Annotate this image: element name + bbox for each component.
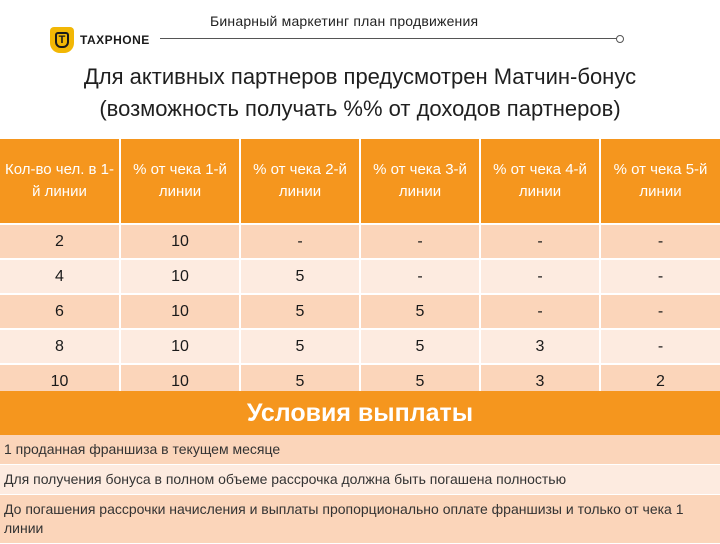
logo-text: TAXPHONE bbox=[80, 33, 150, 47]
table-cell: - bbox=[239, 223, 360, 259]
slide-subtitle: Для активных партнеров предусмотрен Матч… bbox=[0, 61, 720, 125]
table-cell: 8 bbox=[0, 328, 120, 364]
table-cell: 2 bbox=[0, 223, 120, 259]
table-cell: 4 bbox=[0, 258, 120, 294]
conditions-list: 1 проданная франшиза в текущем месяце Дл… bbox=[0, 435, 720, 544]
matching-bonus-table: Кол-во чел. в 1-й линии % от чека 1-й ли… bbox=[0, 139, 720, 398]
table-cell: 10 bbox=[119, 258, 240, 294]
table-cell: - bbox=[479, 258, 600, 294]
table-row: 6 10 5 5 - - bbox=[0, 293, 720, 329]
table-cell: - bbox=[599, 258, 720, 294]
table-header-row: Кол-во чел. в 1-й линии % от чека 1-й ли… bbox=[0, 139, 720, 224]
condition-item: Для получения бонуса в полном объеме рас… bbox=[0, 465, 720, 495]
taxphone-logo-icon: T bbox=[50, 27, 74, 53]
subtitle-line-2: (возможность получать %% от доходов парт… bbox=[99, 96, 621, 121]
table-cell: 10 bbox=[119, 223, 240, 259]
table-cell: 6 bbox=[0, 293, 120, 329]
table-cell: 5 bbox=[359, 293, 480, 329]
table-cell: 3 bbox=[479, 328, 600, 364]
condition-item: 1 проданная франшиза в текущем месяце bbox=[0, 435, 720, 465]
table-row: 2 10 - - - - bbox=[0, 223, 720, 259]
header-divider-line bbox=[160, 38, 618, 39]
column-header-line-4: % от чека 4-й линии bbox=[479, 139, 600, 224]
conditions-title: Условия выплаты bbox=[0, 391, 720, 435]
slide-header: T TAXPHONE Бинарный маркетинг план продв… bbox=[0, 0, 720, 58]
table-cell: 5 bbox=[359, 328, 480, 364]
column-header-line-1: % от чека 1-й линии bbox=[119, 139, 240, 224]
table-cell: 5 bbox=[239, 293, 360, 329]
column-header-line-3: % от чека 3-й линии bbox=[359, 139, 480, 224]
slide-top-title: Бинарный маркетинг план продвижения bbox=[210, 13, 479, 29]
table-cell: 10 bbox=[119, 293, 240, 329]
table-cell: - bbox=[599, 223, 720, 259]
table-cell: 10 bbox=[119, 328, 240, 364]
column-header-people-count: Кол-во чел. в 1-й линии bbox=[0, 139, 120, 224]
table-row: 4 10 5 - - - bbox=[0, 258, 720, 294]
table-cell: - bbox=[479, 223, 600, 259]
table-cell: - bbox=[479, 293, 600, 329]
column-header-line-2: % от чека 2-й линии bbox=[239, 139, 360, 224]
table-cell: 5 bbox=[239, 258, 360, 294]
condition-item: До погашения рассрочки начисления и выпл… bbox=[0, 495, 720, 544]
table-row: 8 10 5 5 3 - bbox=[0, 328, 720, 364]
column-header-line-5: % от чека 5-й линии bbox=[599, 139, 720, 224]
table-cell: - bbox=[359, 223, 480, 259]
table-cell: - bbox=[599, 293, 720, 329]
table-cell: - bbox=[359, 258, 480, 294]
logo-letter: T bbox=[55, 32, 69, 48]
table-cell: 5 bbox=[239, 328, 360, 364]
subtitle-line-1: Для активных партнеров предусмотрен Матч… bbox=[83, 64, 637, 89]
table-cell: - bbox=[599, 328, 720, 364]
logo: T TAXPHONE bbox=[50, 26, 150, 54]
divider-end-dot-icon bbox=[616, 35, 624, 43]
